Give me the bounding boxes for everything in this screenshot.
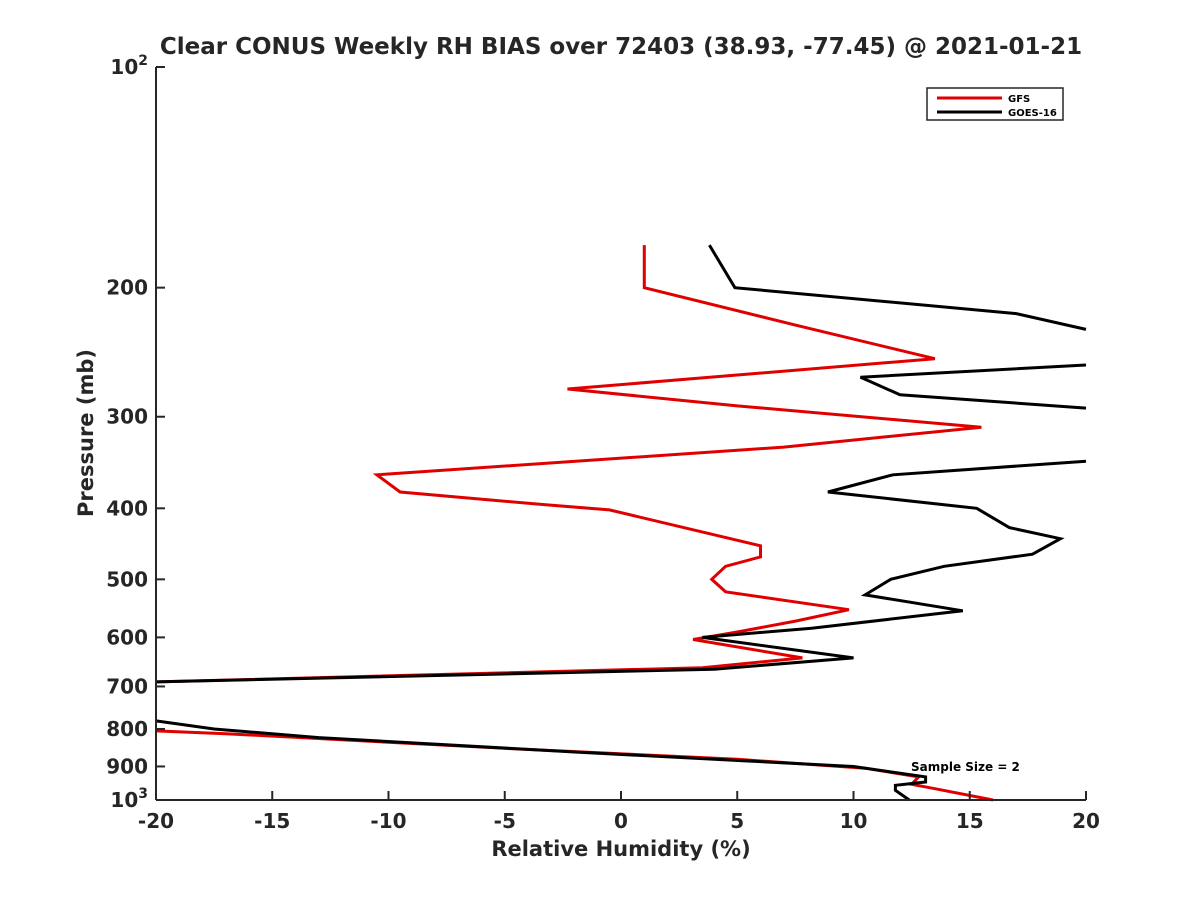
y-tick-label: 300: [106, 405, 148, 429]
sample-size-annotation: Sample Size = 2: [911, 760, 1020, 774]
y-tick-label: 400: [106, 496, 148, 520]
tick-labels: -20 -15 -10 -5 0 5 10 15 20 102 200 300 400 500 600 700…: [106, 53, 1100, 833]
y-axis-label: Pressure (mb): [74, 349, 98, 517]
y-tick-label: 800: [106, 717, 148, 741]
x-tick-label: 15: [956, 809, 984, 833]
plot-background: [156, 67, 1086, 800]
legend-label: GOES-16: [1008, 108, 1057, 119]
y-tick-label: 900: [106, 754, 148, 778]
x-tick-label: 20: [1072, 809, 1100, 833]
plot-area: [156, 67, 1086, 800]
x-tick-label: -5: [494, 809, 516, 833]
series-line-goes-16: [155, 244, 1087, 802]
x-tick-label: -20: [138, 809, 174, 833]
y-tick-label: 200: [106, 276, 148, 300]
x-tick-label: 5: [730, 809, 744, 833]
y-tick-label: 600: [106, 625, 148, 649]
axes-layer: [155, 66, 1087, 801]
y-tick-label: 103: [110, 786, 148, 812]
series-layer: [155, 244, 1087, 802]
legend: GFS GOES-16: [926, 87, 1064, 121]
x-axis-label: Relative Humidity (%): [491, 837, 750, 861]
chart-title: Clear CONUS Weekly RH BIAS over 72403 (3…: [160, 34, 1082, 60]
x-tick-label: -15: [254, 809, 290, 833]
legend-label: GFS: [1008, 94, 1030, 105]
x-tick-label: -10: [370, 809, 406, 833]
x-tick-label: 10: [840, 809, 868, 833]
y-tick-label: 700: [106, 674, 148, 698]
legend-box: [926, 87, 1064, 121]
y-tick-label: 500: [106, 567, 148, 591]
y-tick-label: 102: [110, 53, 148, 79]
x-tick-label: 0: [614, 809, 628, 833]
